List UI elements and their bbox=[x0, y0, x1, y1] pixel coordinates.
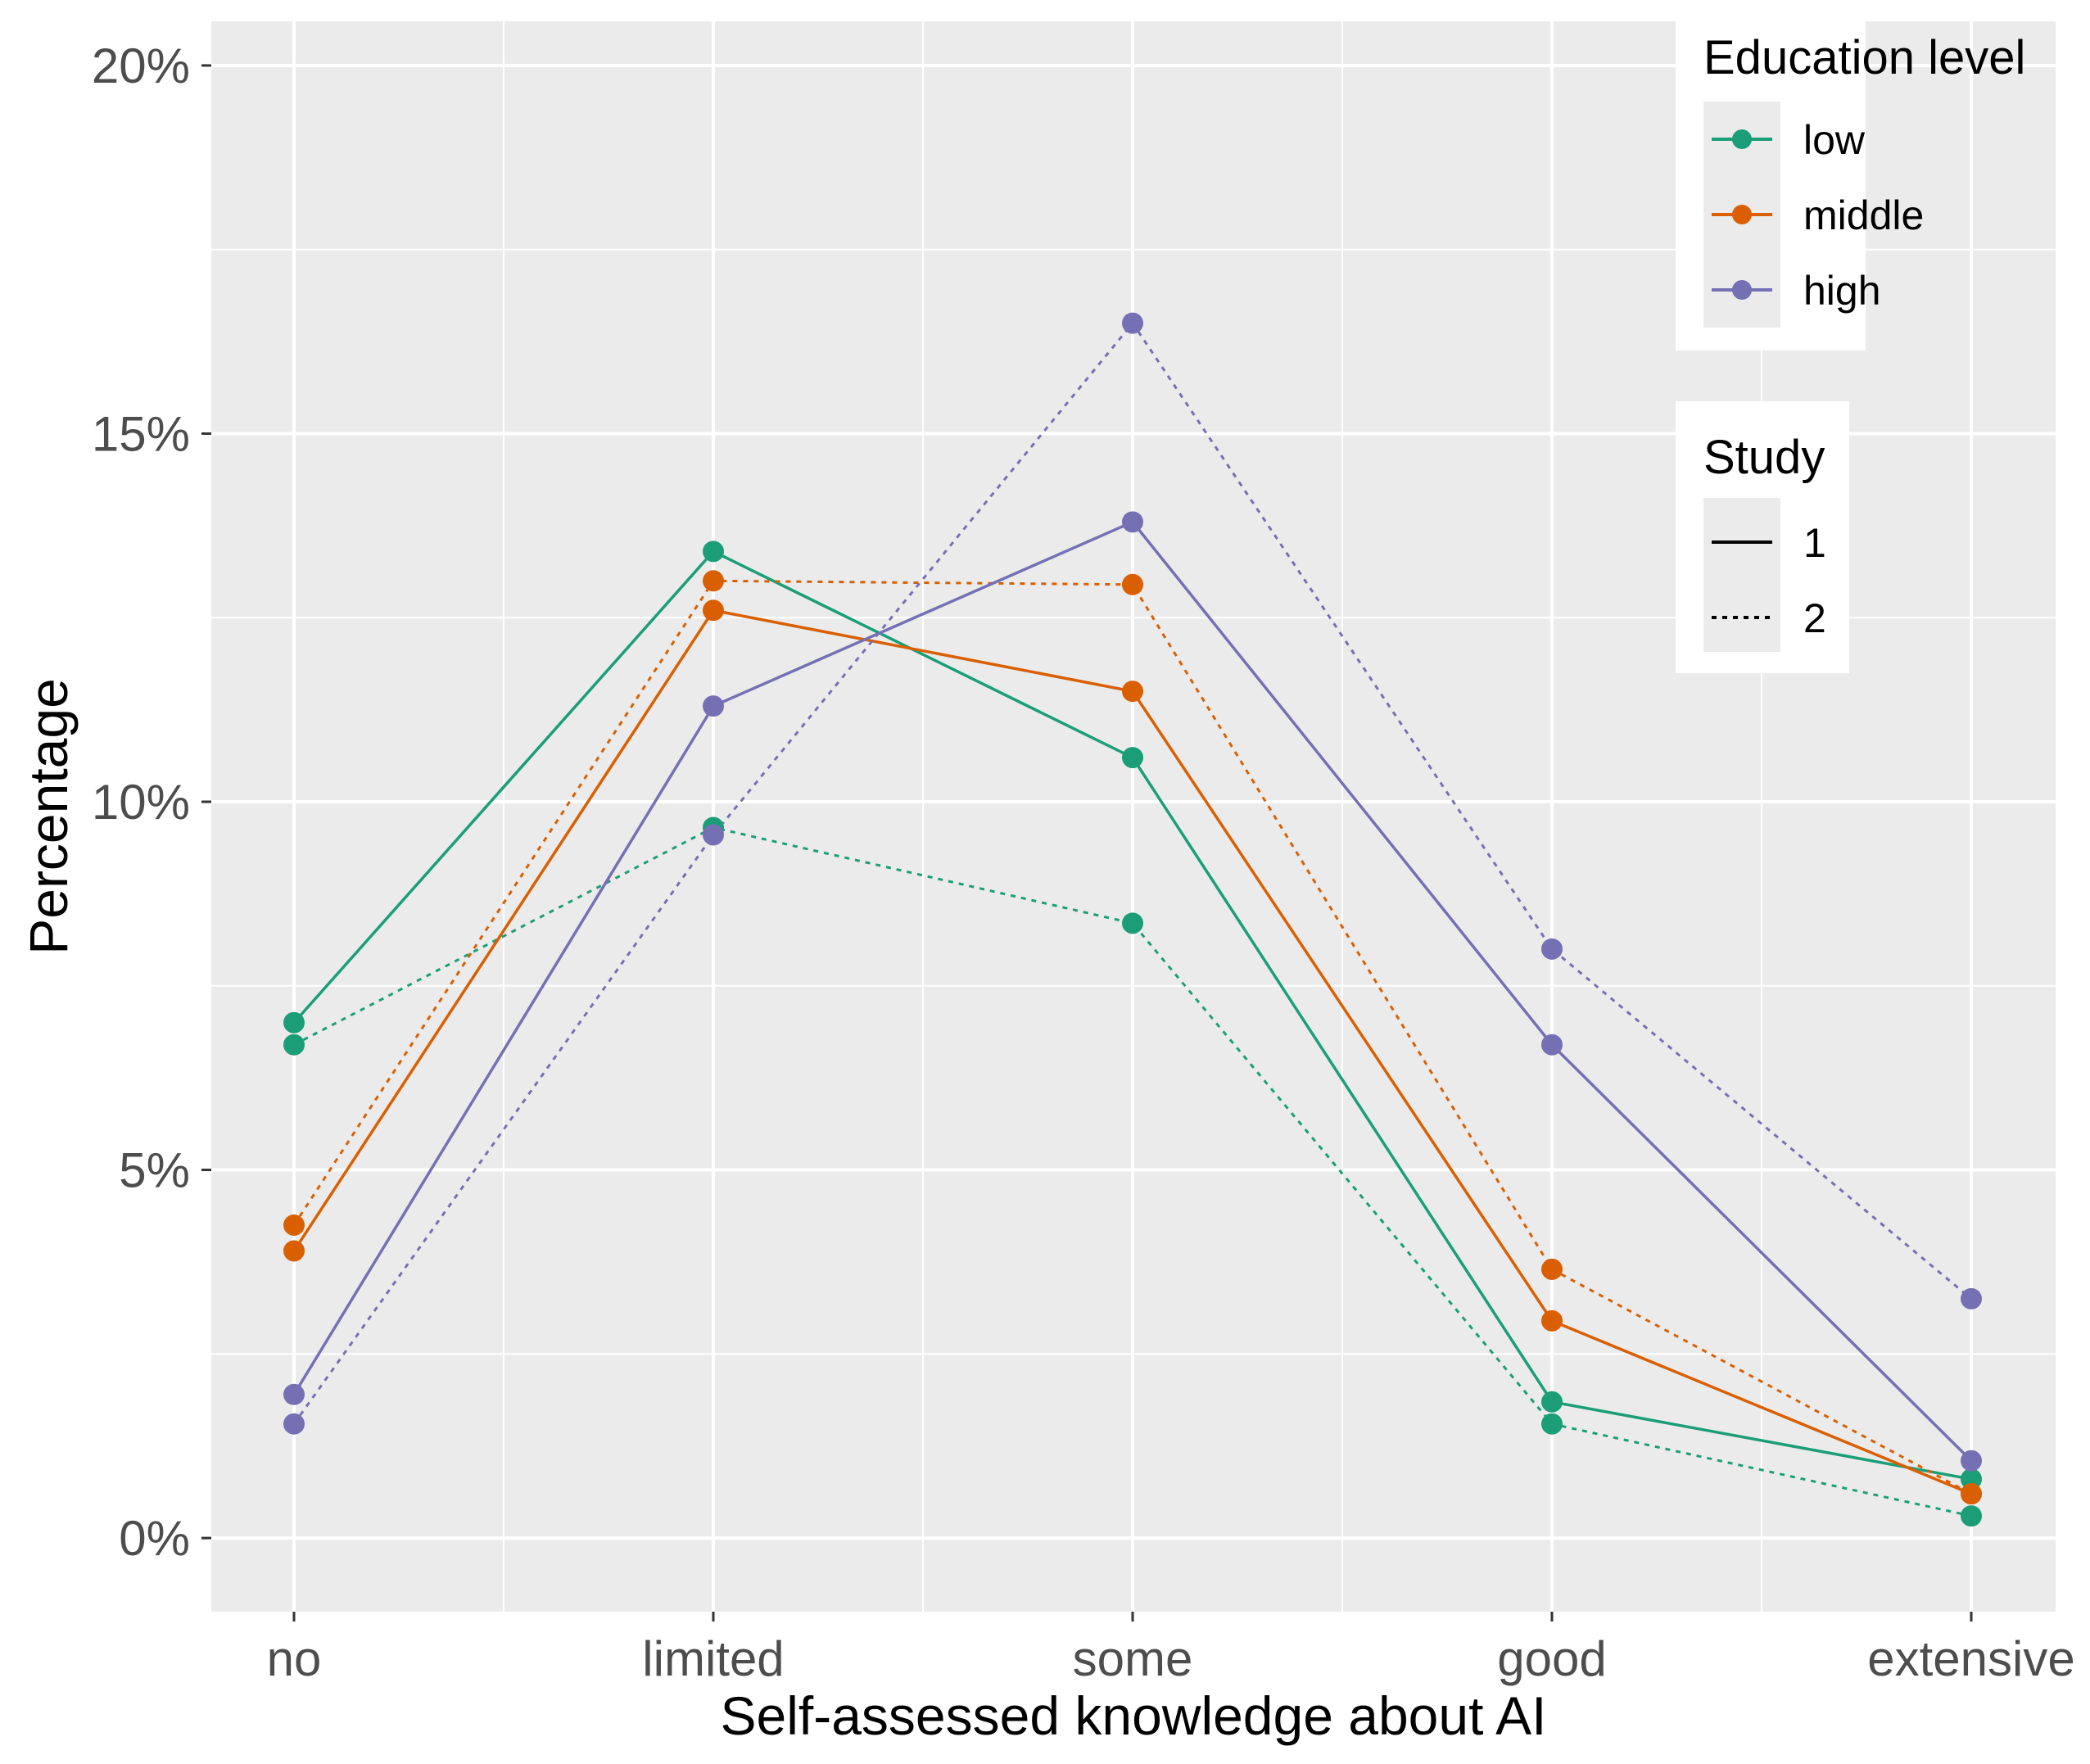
x-tick-label-limited: limited bbox=[642, 1631, 784, 1686]
y-axis-title: Percentage bbox=[18, 678, 79, 955]
legend-label-study-1: 1 bbox=[1803, 520, 1826, 566]
point-high-study-2-limited bbox=[703, 824, 724, 846]
y-tick-label: 15% bbox=[92, 406, 190, 461]
legend-key-point-middle bbox=[1732, 205, 1752, 224]
point-low-study-2-no bbox=[283, 1034, 305, 1056]
series-line-middle-study-2 bbox=[292, 579, 1972, 1495]
point-middle-study-1-limited bbox=[703, 599, 724, 622]
y-axis-ticks: 0% 5% 10% 15% 20% bbox=[92, 38, 211, 1566]
x-axis-ticks: no limited some good extensive bbox=[267, 1612, 2075, 1686]
point-middle-study-1-some bbox=[1122, 681, 1143, 703]
point-middle-study-2-no bbox=[283, 1214, 305, 1236]
study-legend: Study 1 2 bbox=[1676, 401, 1849, 673]
point-low-study-1-good bbox=[1541, 1391, 1563, 1413]
education-legend: Education level low middle high bbox=[1676, 21, 2025, 351]
point-middle-study-1-no bbox=[283, 1240, 305, 1262]
point-low-study-1-no bbox=[283, 1011, 305, 1034]
legend-key-point-high bbox=[1732, 280, 1752, 300]
point-high-study-1-some bbox=[1122, 511, 1143, 533]
legend-label-high: high bbox=[1803, 268, 1881, 314]
y-tick-label: 10% bbox=[92, 775, 190, 830]
point-low-study-1-some bbox=[1122, 747, 1143, 769]
point-middle-study-2-limited bbox=[703, 570, 724, 592]
major-gridlines bbox=[211, 21, 2056, 1612]
x-tick-label-some: some bbox=[1073, 1631, 1193, 1686]
point-high-study-1-good bbox=[1541, 1034, 1563, 1056]
point-low-study-1-limited bbox=[703, 541, 724, 563]
series-points bbox=[283, 312, 1982, 1527]
point-low-study-2-extensive bbox=[1961, 1505, 1982, 1527]
x-axis-title: Self-assessed knowledge about AI bbox=[721, 1685, 1547, 1746]
point-middle-study-2-extensive bbox=[1961, 1483, 1982, 1505]
legend-label-low: low bbox=[1803, 117, 1866, 163]
y-tick-label: 0% bbox=[119, 1511, 190, 1566]
point-low-study-2-good bbox=[1541, 1413, 1563, 1435]
x-tick-label-no: no bbox=[267, 1631, 322, 1686]
point-low-study-2-some bbox=[1122, 912, 1143, 934]
point-high-study-2-extensive bbox=[1961, 1287, 1982, 1309]
point-high-study-1-no bbox=[283, 1383, 305, 1405]
point-high-study-2-some bbox=[1122, 312, 1143, 334]
education-legend-title: Education level bbox=[1703, 31, 2025, 84]
point-middle-study-2-some bbox=[1122, 573, 1143, 595]
point-high-study-1-extensive bbox=[1961, 1450, 1982, 1472]
study-legend-title: Study bbox=[1703, 431, 1825, 484]
legend-label-middle: middle bbox=[1803, 192, 1924, 238]
point-middle-study-2-good bbox=[1541, 1258, 1563, 1280]
y-tick-label: 20% bbox=[92, 38, 190, 93]
legend-key-point-low bbox=[1732, 129, 1752, 149]
point-high-study-2-good bbox=[1541, 938, 1563, 960]
point-middle-study-1-good bbox=[1541, 1309, 1563, 1332]
x-tick-label-extensive: extensive bbox=[1867, 1631, 2074, 1686]
y-tick-label: 5% bbox=[119, 1143, 190, 1198]
point-high-study-2-no bbox=[283, 1413, 305, 1435]
point-low-study-1-extensive bbox=[1961, 1468, 1982, 1490]
x-tick-label-good: good bbox=[1497, 1631, 1606, 1686]
legend-label-study-2: 2 bbox=[1803, 595, 1826, 641]
point-high-study-1-limited bbox=[703, 695, 724, 717]
